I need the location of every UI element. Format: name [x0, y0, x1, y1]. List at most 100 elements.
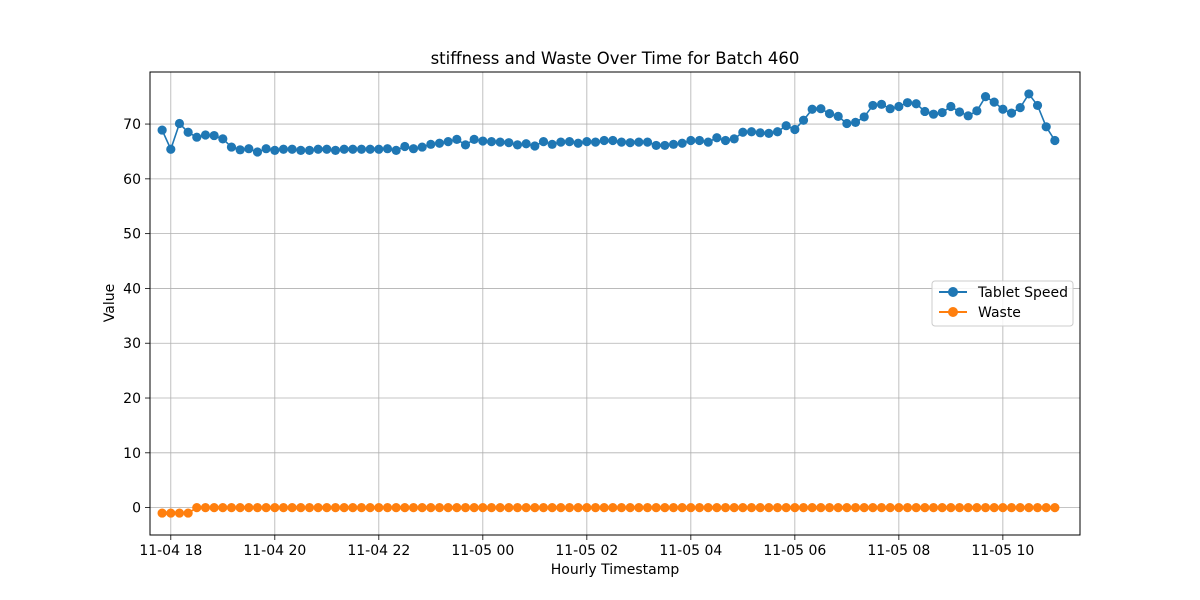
- data-point-tablet-speed: [651, 140, 661, 151]
- data-point-tablet-speed: [790, 124, 800, 135]
- data-point-tablet-speed: [660, 140, 670, 151]
- data-point-tablet-speed: [1041, 122, 1051, 132]
- data-point-waste: [235, 503, 245, 513]
- data-point-waste: [885, 503, 895, 513]
- data-point-waste: [790, 503, 800, 513]
- data-point-tablet-speed: [365, 144, 375, 154]
- data-point-waste: [348, 503, 358, 513]
- data-point-waste: [512, 503, 523, 513]
- x-tick-label: 11-04 20: [243, 543, 306, 559]
- data-point-waste: [634, 503, 644, 513]
- data-point-waste: [668, 503, 679, 513]
- data-point-waste: [226, 503, 237, 513]
- data-point-tablet-speed: [798, 115, 809, 125]
- data-point-tablet-speed: [512, 140, 523, 150]
- data-point-waste: [755, 503, 765, 513]
- data-point-tablet-speed: [833, 111, 843, 121]
- data-point-waste: [270, 503, 280, 513]
- y-tick-label: 70: [123, 117, 141, 133]
- data-point-waste: [694, 503, 705, 513]
- data-point-waste: [963, 503, 973, 513]
- data-point-tablet-speed: [391, 145, 401, 155]
- data-point-tablet-speed: [729, 134, 739, 144]
- data-point-tablet-speed: [694, 135, 705, 146]
- data-point-tablet-speed: [573, 138, 583, 148]
- data-point-tablet-speed: [382, 144, 393, 154]
- data-point-tablet-speed: [504, 138, 514, 148]
- data-point-waste: [313, 503, 323, 513]
- data-point-tablet-speed: [400, 141, 410, 152]
- data-point-waste: [720, 503, 731, 513]
- data-point-waste: [798, 503, 809, 513]
- data-point-waste: [911, 503, 921, 513]
- data-point-waste: [625, 503, 635, 513]
- data-point-waste: [192, 503, 202, 513]
- data-point-waste: [261, 503, 271, 513]
- data-point-tablet-speed: [616, 137, 627, 147]
- data-point-tablet-speed: [920, 106, 930, 117]
- data-point-tablet-speed: [1050, 135, 1060, 146]
- data-point-waste: [1032, 503, 1043, 513]
- data-point-waste: [538, 503, 549, 513]
- data-point-waste: [738, 503, 748, 513]
- x-axis-label: Hourly Timestamp: [551, 562, 680, 578]
- y-axis-label: Value: [102, 284, 118, 322]
- data-point-tablet-speed: [755, 128, 765, 138]
- data-point-tablet-speed: [902, 98, 913, 108]
- data-point-waste: [1041, 503, 1051, 513]
- data-point-tablet-speed: [746, 127, 757, 137]
- data-point-tablet-speed: [174, 118, 185, 129]
- data-point-tablet-speed: [330, 145, 341, 155]
- y-tick-label: 10: [123, 446, 141, 462]
- data-point-tablet-speed: [1006, 108, 1017, 118]
- x-tick-label: 11-05 04: [659, 543, 722, 559]
- data-point-tablet-speed: [261, 144, 271, 154]
- data-point-tablet-speed: [911, 99, 921, 109]
- data-point-waste: [712, 503, 722, 513]
- data-point-tablet-speed: [738, 127, 748, 137]
- data-point-waste: [859, 503, 869, 513]
- data-point-waste: [703, 503, 713, 513]
- data-point-waste: [677, 503, 687, 513]
- data-point-waste: [408, 503, 419, 513]
- data-point-tablet-speed: [590, 137, 601, 147]
- data-point-tablet-speed: [556, 137, 566, 147]
- data-point-tablet-speed: [374, 144, 384, 154]
- data-point-waste: [486, 503, 497, 513]
- data-point-tablet-speed: [408, 144, 419, 154]
- data-point-waste: [495, 503, 505, 513]
- data-point-waste: [304, 503, 315, 513]
- data-point-waste: [651, 503, 661, 513]
- data-point-waste: [287, 503, 297, 513]
- legend-label-waste: Waste: [978, 305, 1021, 321]
- data-point-waste: [998, 503, 1008, 513]
- data-point-waste: [937, 503, 947, 513]
- data-point-waste: [1050, 503, 1060, 513]
- data-point-waste: [573, 503, 583, 513]
- data-point-tablet-speed: [937, 107, 947, 118]
- data-point-waste: [174, 508, 185, 518]
- data-point-waste: [183, 508, 193, 518]
- data-point-waste: [1015, 503, 1025, 513]
- data-point-waste: [833, 503, 843, 513]
- data-point-tablet-speed: [998, 104, 1008, 114]
- data-point-tablet-speed: [928, 109, 939, 119]
- data-point-tablet-speed: [278, 144, 289, 154]
- data-point-tablet-speed: [1032, 100, 1043, 111]
- data-point-tablet-speed: [452, 134, 462, 144]
- data-point-waste: [660, 503, 670, 513]
- data-point-tablet-speed: [972, 106, 982, 116]
- data-point-tablet-speed: [781, 121, 791, 131]
- data-point-tablet-speed: [720, 135, 731, 146]
- data-point-waste: [391, 503, 401, 513]
- data-point-waste: [443, 503, 453, 513]
- data-point-waste: [460, 503, 471, 513]
- data-point-tablet-speed: [868, 100, 878, 111]
- data-point-waste: [894, 503, 904, 513]
- y-tick-label: 40: [123, 281, 141, 297]
- data-point-tablet-speed: [486, 136, 497, 147]
- data-point-tablet-speed: [157, 125, 167, 135]
- series-layer: [157, 89, 1060, 518]
- y-tick-label: 30: [123, 336, 141, 352]
